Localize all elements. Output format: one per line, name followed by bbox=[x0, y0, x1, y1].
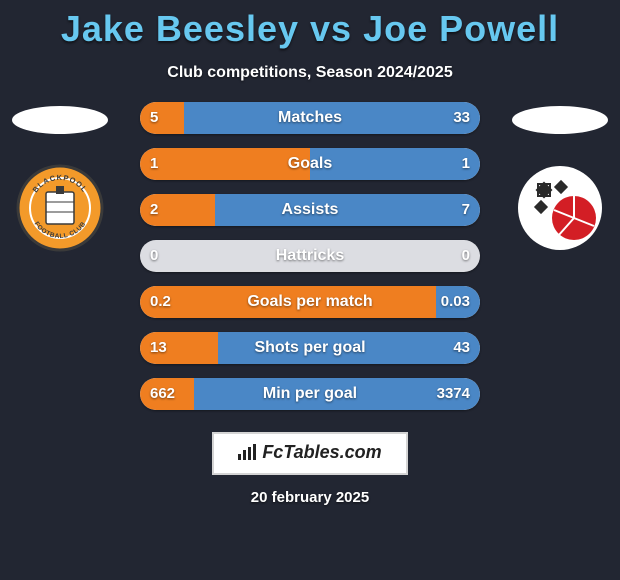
stat-row: Goals1 1 bbox=[140, 148, 480, 180]
stat-value-right: 0 bbox=[462, 240, 470, 272]
stat-label: Matches bbox=[140, 102, 480, 134]
stat-row: Hattricks0 0 bbox=[140, 240, 480, 272]
stat-row: Matches5 33 bbox=[140, 102, 480, 134]
brand-text: FcTables.com bbox=[262, 442, 381, 462]
stat-row: Min per goal662 3374 bbox=[140, 378, 480, 410]
stat-value-left: 5 bbox=[150, 102, 158, 134]
date-text: 20 february 2025 bbox=[0, 489, 620, 506]
rotherham-badge bbox=[516, 164, 604, 252]
stat-value-right: 1 bbox=[462, 148, 470, 180]
stat-row: Shots per goal13 43 bbox=[140, 332, 480, 364]
stat-row: Goals per match0.2 0.03 bbox=[140, 286, 480, 318]
player-right-name: Joe Powell bbox=[363, 8, 559, 49]
subtitle: Club competitions, Season 2024/2025 bbox=[0, 64, 620, 82]
stat-label: Goals per match bbox=[140, 286, 480, 318]
stat-value-left: 1 bbox=[150, 148, 158, 180]
footer: FcTables.com 20 february 2025 bbox=[0, 424, 620, 506]
stat-value-left: 0.2 bbox=[150, 286, 171, 318]
stat-value-right: 3374 bbox=[437, 378, 470, 410]
stat-value-right: 33 bbox=[453, 102, 470, 134]
player-photo-placeholder-left bbox=[12, 106, 108, 134]
stat-value-right: 43 bbox=[453, 332, 470, 364]
stat-value-left: 0 bbox=[150, 240, 158, 272]
player-photo-placeholder-right bbox=[512, 106, 608, 134]
brand-box: FcTables.com bbox=[212, 432, 407, 475]
stat-value-left: 662 bbox=[150, 378, 175, 410]
stat-label: Goals bbox=[140, 148, 480, 180]
player-left-name: Jake Beesley bbox=[61, 8, 299, 49]
rotherham-badge-icon bbox=[516, 164, 604, 252]
stat-row: Assists2 7 bbox=[140, 194, 480, 226]
stat-label: Min per goal bbox=[140, 378, 480, 410]
stat-value-left: 13 bbox=[150, 332, 167, 364]
left-side: BLACKPOOL FOOTBALL CLUB bbox=[0, 102, 120, 252]
vs-text: vs bbox=[299, 8, 363, 49]
blackpool-badge: BLACKPOOL FOOTBALL CLUB bbox=[16, 164, 104, 252]
stat-label: Shots per goal bbox=[140, 332, 480, 364]
blackpool-badge-icon: BLACKPOOL FOOTBALL CLUB bbox=[16, 164, 104, 252]
stat-value-right: 7 bbox=[462, 194, 470, 226]
page-title: Jake Beesley vs Joe Powell bbox=[0, 0, 620, 50]
stat-value-left: 2 bbox=[150, 194, 158, 226]
stat-bars: Matches5 33 Goals1 1 Assists2 7 Hattricks0 0 Goa… bbox=[140, 102, 480, 410]
right-side bbox=[500, 102, 620, 252]
brand-bars-icon bbox=[238, 444, 256, 465]
comparison-panel: BLACKPOOL FOOTBALL CLUB bbox=[0, 102, 620, 410]
stat-label: Assists bbox=[140, 194, 480, 226]
stat-value-right: 0.03 bbox=[441, 286, 470, 318]
stat-label: Hattricks bbox=[140, 240, 480, 272]
